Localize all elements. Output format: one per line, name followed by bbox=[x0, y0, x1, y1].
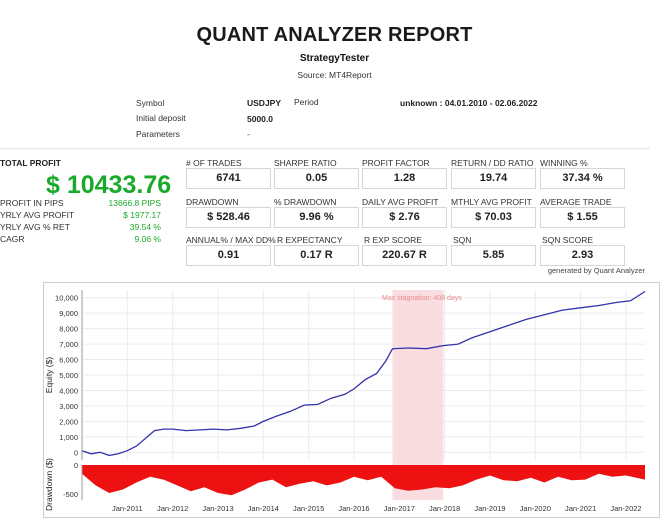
total-profit-label: TOTAL PROFIT bbox=[0, 158, 61, 168]
x-tick-label: Jan-2012 bbox=[157, 504, 188, 513]
x-tick-label: Jan-2016 bbox=[338, 504, 369, 513]
x-tick-label: Jan-2020 bbox=[520, 504, 551, 513]
metric-value-box: 0.91 bbox=[186, 245, 271, 266]
metric-label: RETURN / DD RATIO bbox=[451, 158, 534, 168]
stat-value: $ 1977.17 bbox=[123, 210, 161, 220]
equity-y-tick-label: 6,000 bbox=[59, 356, 78, 365]
drawdown-series-area bbox=[82, 465, 645, 496]
x-tick-label: Jan-2011 bbox=[112, 504, 143, 513]
equity-y-tick-label: 0 bbox=[74, 448, 78, 457]
x-tick-label: Jan-2014 bbox=[248, 504, 279, 513]
x-tick-label: Jan-2022 bbox=[610, 504, 641, 513]
metric-label: R EXP SCORE bbox=[364, 235, 422, 245]
section-divider bbox=[0, 148, 650, 149]
equity-y-tick-label: 5,000 bbox=[59, 371, 78, 380]
metric-value-box: 37.34 % bbox=[540, 168, 625, 189]
metric-label: PROFIT FACTOR bbox=[362, 158, 430, 168]
metric-value-box: 5.85 bbox=[451, 245, 536, 266]
report-source: Source: MT4Report bbox=[297, 70, 372, 80]
metric-label: WINNING % bbox=[540, 158, 588, 168]
metric-value-box: 220.67 R bbox=[362, 245, 447, 266]
stat-value: 13666.8 PIPS bbox=[108, 198, 161, 208]
x-tick-label: Jan-2019 bbox=[474, 504, 505, 513]
symbol-label: Symbol bbox=[136, 98, 165, 108]
metric-label: SHARPE RATIO bbox=[274, 158, 337, 168]
metric-value-box: 19.74 bbox=[451, 168, 536, 189]
metric-value-box: 0.17 R bbox=[274, 245, 359, 266]
equity-y-tick-label: 7,000 bbox=[59, 340, 78, 349]
metric-label: % DRAWDOWN bbox=[274, 197, 337, 207]
metric-label: ANNUAL% / MAX DD% bbox=[186, 235, 276, 245]
drawdown-y-tick-label: -500 bbox=[63, 490, 78, 499]
x-tick-label: Jan-2013 bbox=[202, 504, 233, 513]
metric-label: SQN SCORE bbox=[542, 235, 594, 245]
metric-value-box: $ 528.46 bbox=[186, 207, 271, 228]
strategy-name: StrategyTester bbox=[299, 53, 370, 64]
x-tick-label: Jan-2018 bbox=[429, 504, 460, 513]
stat-label: PROFIT IN PIPS bbox=[0, 198, 64, 208]
drawdown-axis-label: Drawdown ($) bbox=[44, 458, 54, 511]
deposit-value: 5000.0 bbox=[247, 114, 273, 124]
stat-label: YRLY AVG PROFIT bbox=[0, 210, 75, 220]
equity-y-tick-label: 10,000 bbox=[55, 294, 78, 303]
equity-y-tick-label: 8,000 bbox=[59, 325, 78, 334]
equity-y-tick-label: 3,000 bbox=[59, 402, 78, 411]
metric-value-box: $ 2.76 bbox=[362, 207, 447, 228]
metric-label: R EXPECTANCY bbox=[277, 235, 343, 245]
equity-series-line bbox=[81, 290, 646, 457]
x-tick-label: Jan-2021 bbox=[565, 504, 596, 513]
total-profit-value: $ 10433.76 bbox=[46, 171, 172, 199]
stat-value: 9.06 % bbox=[134, 234, 161, 244]
chart-frame bbox=[43, 282, 660, 518]
stagnation-annotation: Max stagnation: 408 days bbox=[382, 295, 462, 302]
metric-value-box: $ 1.55 bbox=[540, 207, 625, 228]
metric-value-box: $ 70.03 bbox=[451, 207, 536, 228]
x-tick-label: Jan-2015 bbox=[293, 504, 324, 513]
metric-label: SQN bbox=[453, 235, 472, 245]
stat-label: CAGR bbox=[0, 234, 25, 244]
deposit-label: Initial deposit bbox=[136, 113, 186, 123]
report-title: QUANT ANALYZER REPORT bbox=[196, 24, 473, 46]
parameters-value: - bbox=[247, 129, 250, 139]
metric-label: DRAWDOWN bbox=[186, 197, 239, 207]
equity-y-tick-label: 1,000 bbox=[59, 433, 78, 442]
generated-by-note: generated by Quant Analyzer bbox=[547, 266, 645, 275]
period-value: unknown : 04.01.2010 - 02.06.2022 bbox=[400, 98, 538, 108]
parameters-label: Parameters bbox=[136, 129, 180, 139]
equity-y-tick-label: 9,000 bbox=[59, 309, 78, 318]
equity-y-tick-label: 4,000 bbox=[59, 386, 78, 395]
metric-value-box: 1.28 bbox=[362, 168, 447, 189]
drawdown-y-tick-label: 0 bbox=[74, 461, 78, 470]
metric-label: AVERAGE TRADE bbox=[540, 197, 612, 207]
metric-value-box: 0.05 bbox=[274, 168, 359, 189]
x-tick-label: Jan-2017 bbox=[384, 504, 415, 513]
metric-label: # OF TRADES bbox=[186, 158, 242, 168]
equity-axis-label: Equity ($) bbox=[44, 357, 54, 394]
equity-y-tick-label: 2,000 bbox=[59, 417, 78, 426]
metric-label: MTHLY AVG PROFIT bbox=[451, 197, 532, 207]
metric-value-box: 9.96 % bbox=[274, 207, 359, 228]
stat-label: YRLY AVG % RET bbox=[0, 222, 70, 232]
symbol-value: USDJPY bbox=[247, 98, 282, 108]
metric-label: DAILY AVG PROFIT bbox=[362, 197, 439, 207]
metric-value-box: 6741 bbox=[186, 168, 271, 189]
metric-value-box: 2.93 bbox=[540, 245, 625, 266]
period-label: Period bbox=[294, 97, 319, 107]
stat-value: 39.54 % bbox=[129, 222, 161, 232]
